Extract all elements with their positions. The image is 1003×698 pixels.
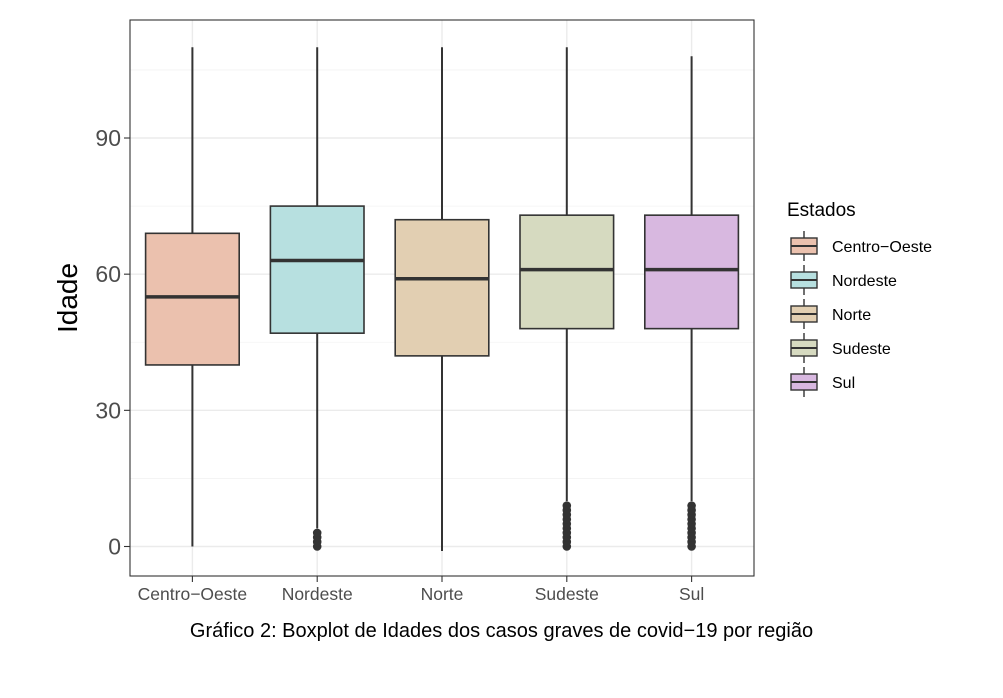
box-5 xyxy=(643,56,740,551)
x-tick-label: Centro−Oeste xyxy=(138,584,247,604)
legend-item: Sudeste xyxy=(790,333,891,363)
legend-item: Sul xyxy=(790,367,855,397)
y-axis-label: Idade xyxy=(52,263,83,333)
y-tick-label: 90 xyxy=(95,125,121,151)
x-tick-label: Norte xyxy=(421,584,464,604)
legend-label: Nordeste xyxy=(832,273,897,290)
legend-item: Norte xyxy=(790,299,871,329)
box-body xyxy=(394,218,490,357)
legend-label: Centro−Oeste xyxy=(832,239,932,256)
legend-title: Estados xyxy=(787,200,856,221)
y-tick-label: 30 xyxy=(95,397,121,423)
boxes xyxy=(144,47,740,552)
legend-item: Nordeste xyxy=(790,265,897,295)
x-axis: Centro−Oeste Nordeste Norte Sudeste Sul xyxy=(138,576,704,604)
legend: Estados Centro−Oeste Nordeste Norte Sudeste… xyxy=(787,200,932,397)
figure-caption: Gráfico 2: Boxplot de Idades dos casos g… xyxy=(189,620,814,642)
outlier-point xyxy=(562,501,572,510)
box-1 xyxy=(144,47,241,547)
box-2 xyxy=(269,47,365,551)
y-tick-label: 60 xyxy=(95,261,121,287)
box-body xyxy=(519,214,615,330)
box-3 xyxy=(394,47,490,552)
legend-item: Centro−Oeste xyxy=(790,231,932,261)
outlier-point xyxy=(687,501,696,510)
box-body xyxy=(269,205,365,334)
x-tick-label: Sudeste xyxy=(535,584,599,604)
box-body xyxy=(643,214,740,330)
x-tick-label: Nordeste xyxy=(282,584,353,604)
y-tick-label: 0 xyxy=(108,533,121,559)
box-body xyxy=(144,232,241,366)
legend-label: Sul xyxy=(832,375,855,392)
legend-label: Norte xyxy=(832,307,871,324)
legend-label: Sudeste xyxy=(832,341,891,358)
x-tick-label: Sul xyxy=(679,584,704,604)
outlier-point xyxy=(312,528,322,538)
y-axis: 0 30 60 90 xyxy=(95,125,130,559)
box-4 xyxy=(519,47,615,551)
